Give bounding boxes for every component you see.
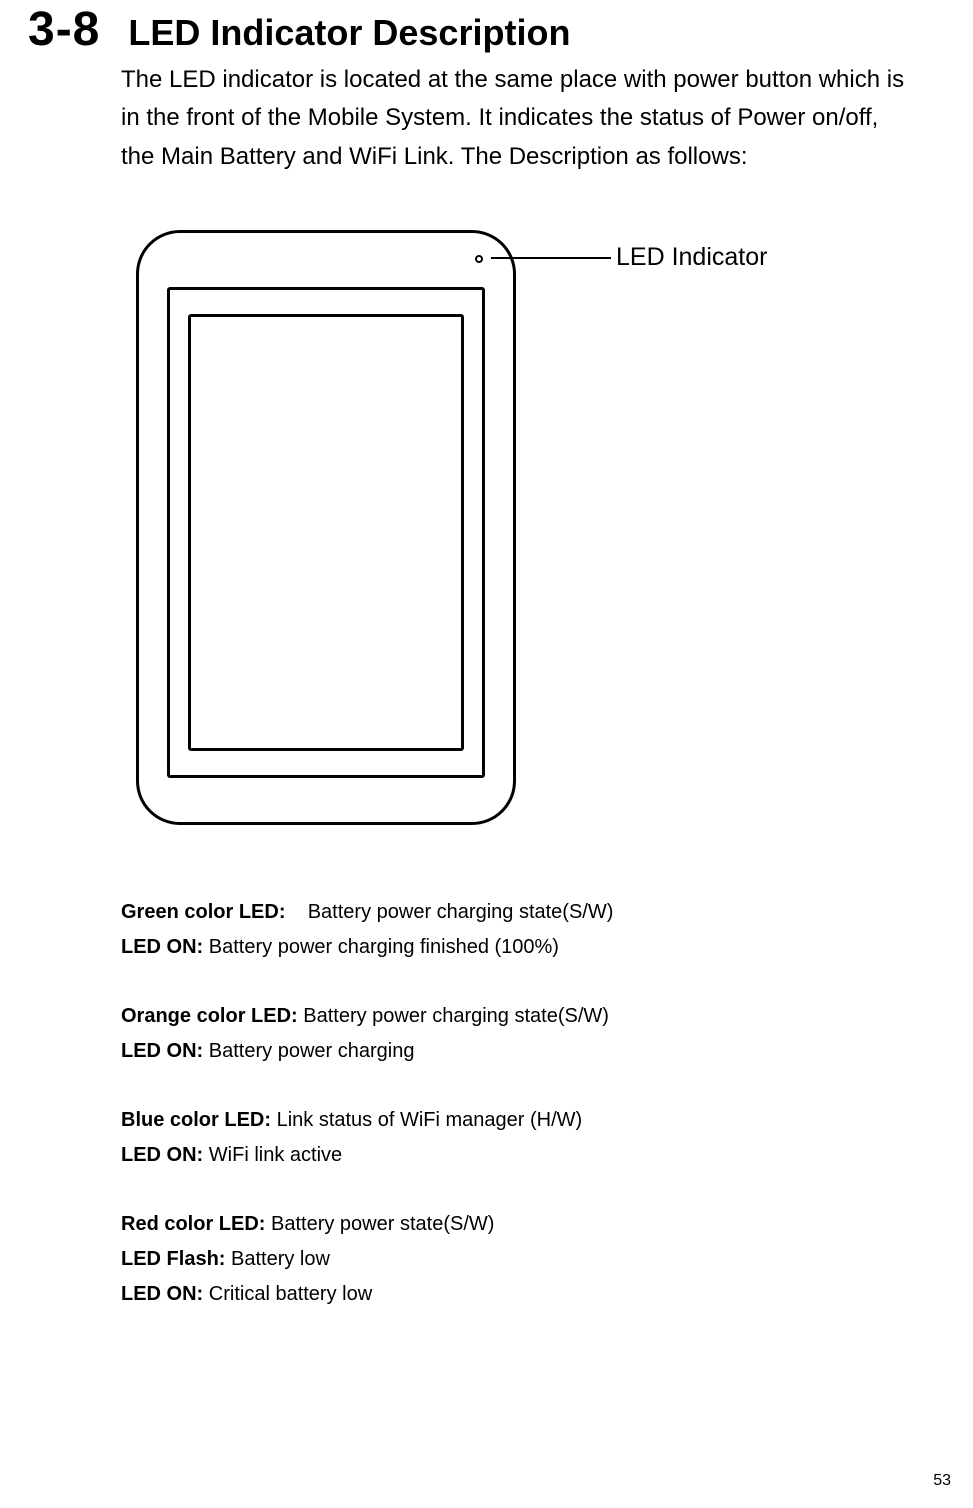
red-led-on-text: Critical battery low <box>209 1283 372 1305</box>
red-led-line2: LED Flash: Battery low <box>121 1242 893 1277</box>
blue-led-line2: LED ON: WiFi link active <box>121 1138 893 1173</box>
green-led-line2: LED ON: Battery power charging finished … <box>121 930 893 965</box>
orange-led-label: Orange color LED: <box>121 1005 298 1027</box>
red-led-flash-label: LED Flash: <box>121 1248 225 1270</box>
led-descriptions: Green color LED: Battery power charging … <box>121 895 893 1312</box>
section-title: LED Indicator Description <box>128 12 570 54</box>
red-led-label: Red color LED: <box>121 1213 265 1235</box>
orange-led-group: Orange color LED: Battery power charging… <box>121 999 893 1069</box>
device-diagram: LED Indicator <box>136 230 836 825</box>
callout-line <box>491 257 611 259</box>
green-led-line1: Green color LED: Battery power charging … <box>121 895 893 930</box>
red-led-flash-text: Battery low <box>231 1248 330 1270</box>
page-container: 3-8 LED Indicator Description The LED in… <box>0 0 973 1508</box>
section-number: 3-8 <box>28 2 100 57</box>
red-led-on-label: LED ON: <box>121 1283 203 1305</box>
orange-led-line1: Orange color LED: Battery power charging… <box>121 999 893 1034</box>
blue-led-on-label: LED ON: <box>121 1144 203 1166</box>
led-indicator-dot <box>475 255 483 263</box>
blue-led-on-text: WiFi link active <box>209 1144 342 1166</box>
page-number: 53 <box>933 1472 951 1490</box>
orange-led-on-text: Battery power charging <box>209 1040 415 1062</box>
green-led-on-text: Battery power charging finished (100%) <box>209 936 559 958</box>
blue-led-label: Blue color LED: <box>121 1109 271 1131</box>
orange-led-meaning: Battery power charging state(S/W) <box>303 1005 609 1027</box>
blue-led-line1: Blue color LED: Link status of WiFi mana… <box>121 1103 893 1138</box>
orange-led-on-label: LED ON: <box>121 1040 203 1062</box>
intro-paragraph: The LED indicator is located at the same… <box>121 61 913 176</box>
device-outline <box>136 230 516 825</box>
green-led-meaning: Battery power charging state(S/W) <box>308 901 614 923</box>
red-led-group: Red color LED: Battery power state(S/W) … <box>121 1207 893 1312</box>
blue-led-group: Blue color LED: Link status of WiFi mana… <box>121 1103 893 1173</box>
green-led-on-label: LED ON: <box>121 936 203 958</box>
section-header: 3-8 LED Indicator Description <box>28 0 923 57</box>
red-led-line1: Red color LED: Battery power state(S/W) <box>121 1207 893 1242</box>
orange-led-line2: LED ON: Battery power charging <box>121 1034 893 1069</box>
screen-inner-rect <box>188 314 464 751</box>
green-led-group: Green color LED: Battery power charging … <box>121 895 893 965</box>
screen-outer-rect <box>167 287 485 778</box>
callout-label: LED Indicator <box>616 243 767 272</box>
red-led-meaning: Battery power state(S/W) <box>271 1213 494 1235</box>
blue-led-meaning: Link status of WiFi manager (H/W) <box>277 1109 583 1131</box>
red-led-line3: LED ON: Critical battery low <box>121 1277 893 1312</box>
green-led-label: Green color LED: <box>121 901 285 923</box>
